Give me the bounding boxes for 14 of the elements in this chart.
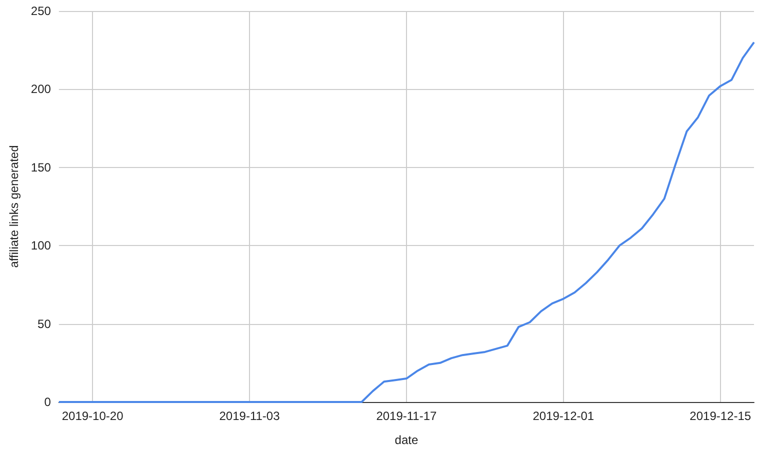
line-series [58,41,755,403]
x-tick-label: 2019-12-15 [690,409,752,423]
x-tick-label: 2019-11-17 [376,409,438,423]
y-tick-label: 50 [38,316,52,331]
y-tick-label: 250 [30,4,52,18]
y-tick-label: 150 [30,160,52,174]
x-tick-label: 2019-12-01 [532,409,594,423]
y-axis-title: affiliate links generated [7,145,21,268]
y-tick-label: 100 [30,238,52,253]
y-tick-label: 0 [44,395,52,409]
x-tick-label: 2019-11-03 [219,409,280,423]
x-tick-label: 2019-10-20 [62,409,124,423]
x-axis-title: date [394,433,418,447]
y-tick-label: 200 [30,82,52,96]
